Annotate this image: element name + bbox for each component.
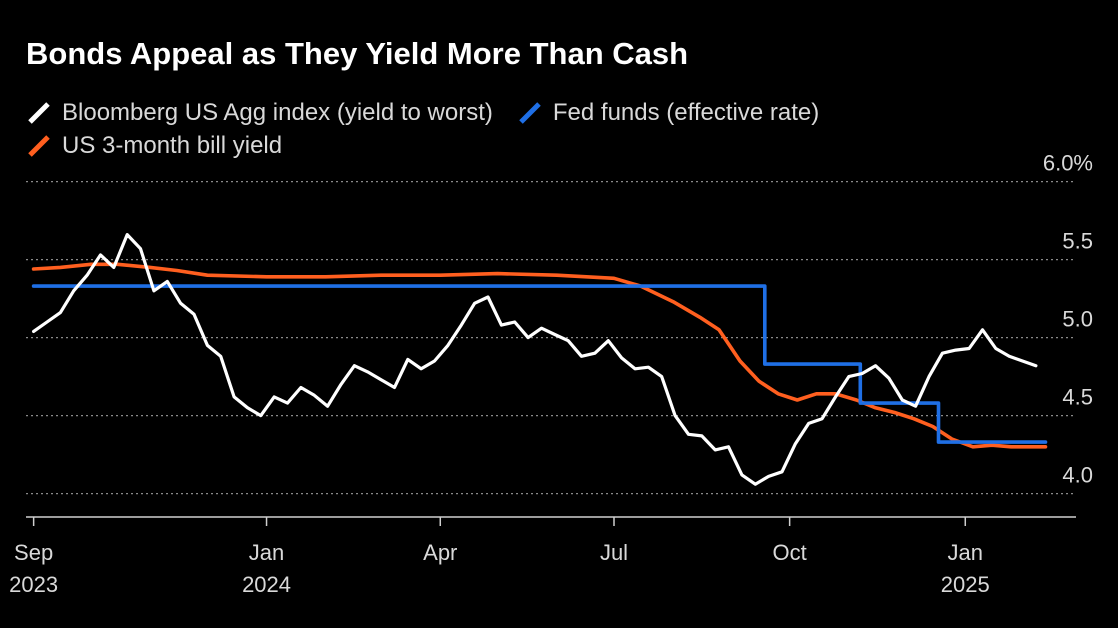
- legend-label-bill: US 3-month bill yield: [62, 131, 283, 159]
- legend: Bloomberg US Agg index (yield to worst) …: [26, 96, 1086, 162]
- x-axis-ticks: Sep 2023 Jan 2024 Apr Jul Oct Jan 2025: [9, 517, 990, 597]
- x-tick-year-5: 2025: [941, 572, 990, 597]
- legend-item-fed: Fed funds (effective rate): [517, 99, 819, 127]
- x-tick-year-1: 2024: [242, 572, 291, 597]
- series-line-2: [31, 262, 1048, 449]
- y-tick-label-4: 4.0: [1062, 463, 1093, 488]
- legend-row-1: Bloomberg US Agg index (yield to worst) …: [26, 96, 1086, 129]
- x-tick-label-3: Jul: [600, 540, 628, 565]
- legend-swatch-agg: [28, 101, 50, 124]
- x-tick-year-0: 2023: [9, 572, 58, 597]
- legend-swatch-bill: [28, 134, 50, 157]
- legend-item-agg: Bloomberg US Agg index (yield to worst): [26, 99, 493, 127]
- series-line-0: [32, 233, 1038, 486]
- gridlines: [26, 181, 1076, 495]
- legend-item-bill: US 3-month bill yield: [26, 132, 282, 160]
- legend-swatch-fed: [519, 101, 541, 124]
- x-tick-label-2: Apr: [423, 540, 457, 565]
- chart-title: Bonds Appeal as They Yield More Than Cas…: [26, 36, 689, 71]
- x-tick-label-5: Jan: [948, 540, 983, 565]
- y-tick-label-0: 6.0%: [1043, 151, 1093, 176]
- x-tick-label-0: Sep: [14, 540, 53, 565]
- series-line-1: [31, 284, 1048, 444]
- x-tick-label-1: Jan: [249, 540, 284, 565]
- x-tick-label-4: Oct: [773, 540, 807, 565]
- y-tick-label-1: 5.5: [1062, 229, 1093, 254]
- legend-label-fed: Fed funds (effective rate): [552, 98, 820, 126]
- y-tick-label-2: 5.0: [1062, 307, 1093, 332]
- y-axis-labels: 6.0% 5.5 5.0 4.5 4.0: [1043, 151, 1093, 488]
- y-tick-label-3: 4.5: [1062, 385, 1093, 410]
- legend-label-agg: Bloomberg US Agg index (yield to worst): [62, 98, 493, 126]
- series-lines: [31, 233, 1048, 486]
- legend-row-2: US 3-month bill yield: [26, 129, 1086, 162]
